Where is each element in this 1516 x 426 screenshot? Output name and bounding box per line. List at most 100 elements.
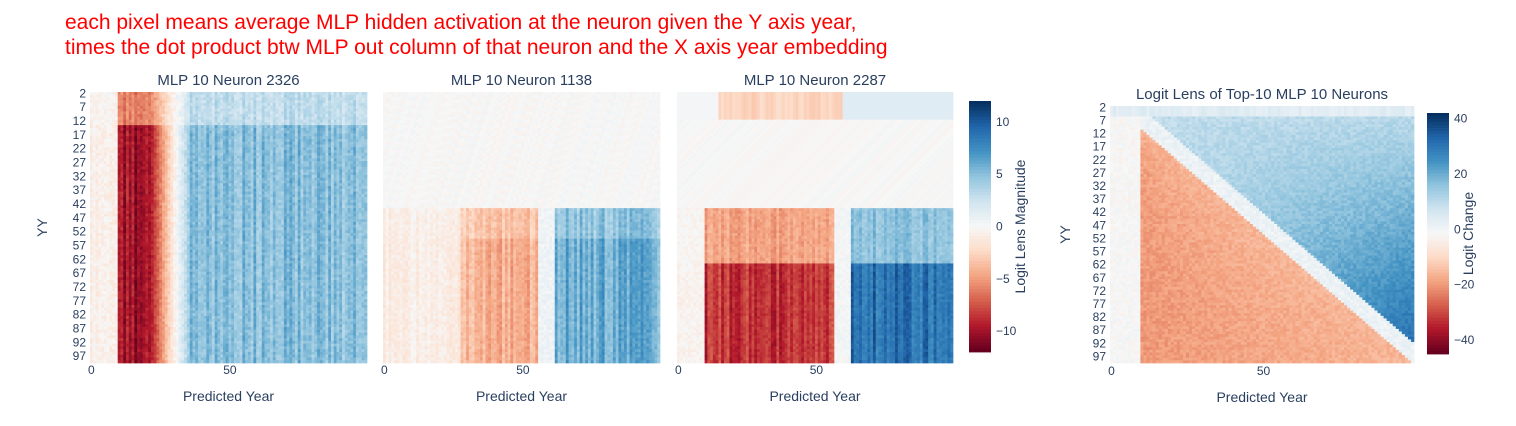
heatmap-cell-0: [295, 114, 298, 117]
heatmap-cell-0: [132, 172, 135, 175]
heatmap-cell-0: [132, 106, 135, 109]
heatmap-cell-0: [301, 92, 304, 95]
heatmap-cell-0: [215, 103, 218, 106]
heatmap-cell-0: [107, 103, 110, 106]
heatmap-cell-0: [229, 164, 232, 167]
heatmap-cell-0: [143, 139, 146, 142]
heatmap-cell-0: [312, 100, 315, 103]
heatmap-cell-0: [226, 100, 229, 103]
heatmap-cell-0: [204, 133, 207, 136]
heatmap-cell-0: [126, 114, 129, 117]
heatmap-cell-0: [98, 161, 101, 164]
heatmap-cell-0: [312, 131, 315, 134]
heatmap-cell-0: [361, 103, 364, 106]
heatmap-cell-0: [320, 103, 323, 106]
heatmap-cell-0: [256, 136, 259, 139]
heatmap-cell-0: [134, 100, 137, 103]
heatmap-cell-0: [337, 103, 340, 106]
heatmap-cell-0: [159, 161, 162, 164]
heatmap-cell-0: [231, 109, 234, 112]
heatmap-cell-0: [129, 98, 132, 101]
heatmap-cell-0: [148, 136, 151, 139]
heatmap-cell-0: [251, 133, 254, 136]
heatmap-cell-0: [115, 92, 118, 95]
heatmap-cell-0: [220, 156, 223, 159]
heatmap-cell-0: [295, 109, 298, 112]
heatmap-cell-0: [168, 169, 171, 172]
heatmap-cell-0: [323, 164, 326, 167]
heatmap-cell-0: [265, 100, 268, 103]
heatmap-cell-0: [187, 172, 190, 175]
heatmap-cell-0: [162, 175, 165, 178]
heatmap-cell-0: [176, 100, 179, 103]
heatmap-cell-0: [231, 150, 234, 153]
heatmap-cell-0: [215, 120, 218, 123]
heatmap-cell-0: [181, 111, 184, 114]
heatmap-cell-0: [145, 98, 148, 101]
heatmap-cell-0: [206, 139, 209, 142]
heatmap-cell-0: [140, 139, 143, 142]
heatmap-cell-0: [176, 167, 179, 170]
heatmap-cell-0: [104, 147, 107, 150]
heatmap-cell-0: [234, 114, 237, 117]
heatmap-cell-0: [151, 92, 154, 95]
heatmap-cell-0: [162, 161, 165, 164]
heatmap-cell-0: [251, 145, 254, 148]
heatmap-cell-0: [179, 164, 182, 167]
heatmap-cell-0: [320, 120, 323, 123]
heatmap-cell-0: [353, 122, 356, 125]
heatmap-cell-0: [123, 98, 126, 101]
heatmap-cell-0: [267, 106, 270, 109]
heatmap-cell-0: [325, 175, 328, 178]
heatmap-cell-0: [168, 128, 171, 131]
heatmap-cell-0: [295, 117, 298, 120]
heatmap-cell-0: [276, 98, 279, 101]
heatmap-cell-0: [234, 100, 237, 103]
heatmap-cell-0: [204, 145, 207, 148]
heatmap-cell-0: [364, 128, 367, 131]
heatmap-cell-0: [220, 125, 223, 128]
heatmap-cell-0: [314, 125, 317, 128]
heatmap-cell-0: [137, 128, 140, 131]
heatmap-cell-0: [312, 95, 315, 98]
heatmap-cell-0: [334, 111, 337, 114]
heatmap-cell-0: [359, 95, 362, 98]
heatmap-cell-0: [162, 95, 165, 98]
heatmap-cell-0: [234, 161, 237, 164]
heatmap-cell-0: [148, 145, 151, 148]
heatmap-cell-0: [181, 95, 184, 98]
heatmap-cell-0: [240, 114, 243, 117]
heatmap-cell-0: [359, 128, 362, 131]
heatmap-cell-0: [162, 133, 165, 136]
heatmap-cell-0: [287, 178, 290, 181]
heatmap-cell-0: [312, 114, 315, 117]
heatmap-cell-0: [217, 136, 220, 139]
heatmap-cell-0: [170, 172, 173, 175]
heatmap-cell-0: [334, 142, 337, 145]
heatmap-cell-0: [242, 150, 245, 153]
heatmap-cell-0: [184, 106, 187, 109]
heatmap-cell-0: [148, 161, 151, 164]
heatmap-cell-0: [229, 142, 232, 145]
heatmap-cell-0: [137, 169, 140, 172]
heatmap-cell-0: [148, 92, 151, 95]
heatmap-cell-0: [90, 92, 93, 95]
heatmap-cell-0: [198, 128, 201, 131]
heatmap-cell-0: [306, 122, 309, 125]
heatmap-cell-0: [162, 131, 165, 134]
heatmap-cell-0: [331, 122, 334, 125]
heatmap-cell-0: [237, 122, 240, 125]
heatmap-cell-0: [259, 147, 262, 150]
heatmap-cell-0: [317, 169, 320, 172]
heatmap-cell-0: [306, 106, 309, 109]
heatmap-cell-0: [126, 109, 129, 112]
heatmap-cell-0: [328, 145, 331, 148]
heatmap-cell-0: [159, 136, 162, 139]
heatmap-cell-0: [206, 131, 209, 134]
heatmap-cell-0: [262, 114, 265, 117]
heatmap-cell-0: [192, 169, 195, 172]
heatmap-cell-0: [154, 150, 157, 153]
heatmap-cell-0: [265, 175, 268, 178]
heatmap-cell-0: [248, 150, 251, 153]
heatmap-cell-0: [165, 114, 168, 117]
